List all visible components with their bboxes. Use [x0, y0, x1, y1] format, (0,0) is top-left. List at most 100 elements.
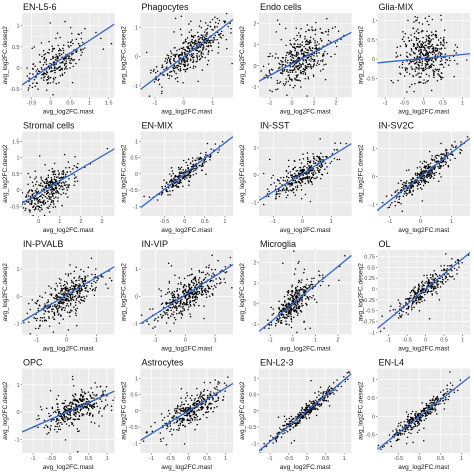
data-point	[301, 279, 303, 281]
data-point	[53, 176, 56, 178]
data-point	[83, 295, 85, 298]
data-point	[42, 74, 45, 76]
data-point	[279, 63, 281, 66]
data-point	[78, 288, 80, 290]
data-point	[63, 71, 66, 74]
data-point	[47, 75, 50, 77]
data-point	[102, 392, 104, 394]
data-point	[171, 186, 173, 188]
data-point	[408, 187, 410, 189]
data-point	[154, 326, 156, 328]
data-point	[444, 61, 447, 64]
data-point	[187, 297, 189, 300]
data-point	[36, 205, 38, 207]
data-point	[285, 81, 287, 83]
data-point	[439, 63, 441, 66]
data-point	[62, 292, 64, 294]
data-point	[74, 295, 77, 297]
data-point	[299, 43, 301, 45]
data-point	[52, 316, 54, 319]
data-point	[297, 303, 299, 306]
data-point	[93, 394, 95, 396]
data-point	[322, 59, 324, 61]
data-point	[445, 280, 447, 283]
data-point	[411, 60, 414, 62]
data-point	[176, 67, 179, 69]
data-point	[171, 180, 174, 182]
data-point	[416, 172, 419, 175]
data-point	[311, 28, 313, 31]
data-point	[60, 306, 62, 308]
data-point	[427, 290, 430, 293]
data-point	[34, 206, 37, 209]
data-point	[192, 170, 195, 173]
data-point	[270, 76, 272, 79]
data-point	[181, 61, 183, 63]
data-point	[415, 301, 418, 304]
x-tick-label: 0	[182, 101, 185, 107]
data-point	[192, 297, 194, 299]
data-point	[299, 170, 301, 172]
data-point	[61, 204, 63, 207]
data-point	[301, 41, 304, 43]
data-point	[287, 292, 290, 294]
data-point	[12, 211, 14, 213]
regression-line	[22, 23, 115, 86]
data-point	[279, 81, 282, 83]
data-point	[300, 281, 302, 284]
data-point	[400, 316, 402, 319]
data-point	[431, 18, 434, 21]
data-point	[218, 5, 220, 7]
data-point	[41, 68, 43, 71]
data-point	[42, 50, 45, 52]
data-point	[401, 183, 404, 185]
data-point	[438, 163, 441, 165]
data-point	[406, 56, 409, 58]
data-point	[58, 187, 61, 190]
data-point	[191, 47, 194, 49]
data-point	[429, 176, 432, 179]
data-point	[312, 157, 315, 160]
data-point	[152, 327, 154, 329]
data-point	[74, 301, 77, 304]
data-point	[408, 40, 410, 42]
data-point	[268, 190, 270, 193]
data-point	[428, 47, 430, 50]
y-tick-label: -1	[15, 437, 20, 443]
data-point	[306, 303, 308, 306]
data-point	[67, 57, 70, 60]
data-point	[80, 54, 82, 56]
data-point	[422, 184, 425, 187]
data-point	[405, 311, 408, 314]
data-point	[40, 182, 42, 185]
data-point	[426, 176, 428, 179]
data-point	[313, 298, 316, 301]
data-point	[428, 163, 430, 166]
data-point	[420, 281, 423, 284]
data-point	[166, 61, 169, 63]
data-point	[407, 19, 409, 22]
data-point	[418, 174, 421, 177]
data-point	[76, 324, 78, 327]
data-point	[296, 290, 299, 292]
data-point	[316, 176, 318, 178]
data-point	[175, 66, 177, 69]
data-point	[72, 52, 74, 55]
data-point	[447, 273, 450, 275]
data-point	[39, 295, 41, 297]
data-point	[442, 160, 444, 163]
data-point	[168, 181, 171, 183]
data-point	[39, 305, 41, 307]
data-point	[55, 179, 57, 181]
data-point	[413, 90, 415, 93]
data-point	[57, 182, 60, 185]
data-point	[454, 157, 456, 160]
data-point	[75, 284, 77, 286]
data-point	[203, 317, 205, 320]
data-point	[167, 55, 170, 57]
data-point	[169, 330, 171, 332]
data-point	[68, 178, 70, 180]
data-point	[427, 165, 430, 168]
data-point	[301, 70, 304, 73]
data-point	[72, 168, 74, 170]
